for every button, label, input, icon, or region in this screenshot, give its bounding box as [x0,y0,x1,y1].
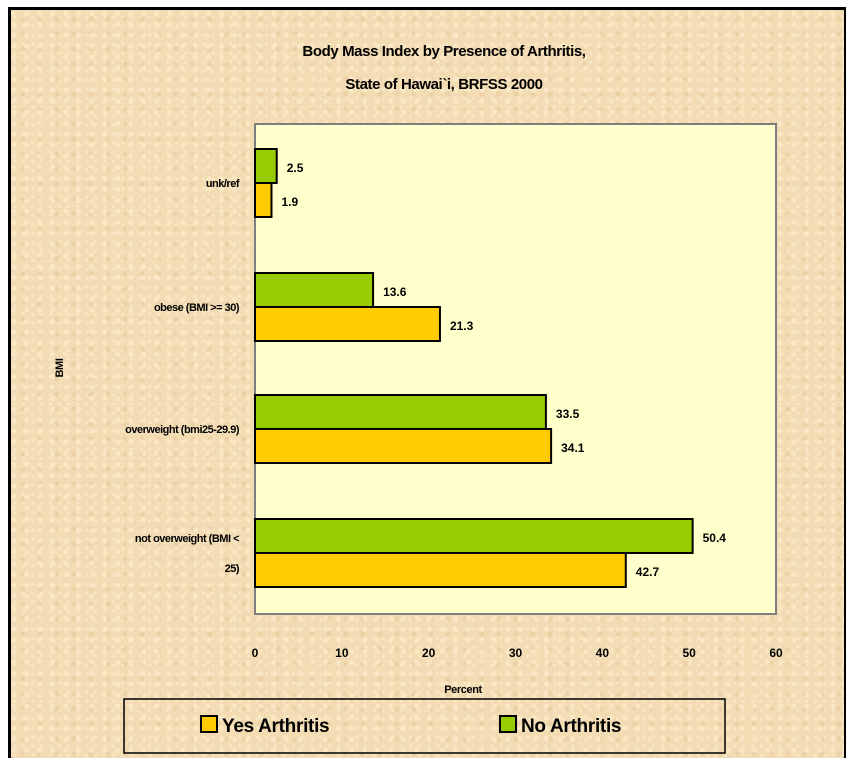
bar-no-arthritis [254,394,547,430]
legend-swatch [200,715,218,733]
category-label: obese (BMI >= 30) [154,302,240,314]
chart-frame: Body Mass Index by Presence of Arthritis… [8,7,846,758]
legend-swatch [499,715,517,733]
legend-label: Yes Arthritis [222,716,329,737]
legend: Yes Arthritis No Arthritis [123,698,726,754]
data-label: 42.7 [636,565,660,579]
bar-yes-arthritis [254,428,553,464]
data-label: 33.5 [556,407,580,421]
bar-chart: Body Mass Index by Presence of Arthritis… [54,43,783,754]
chart-title-line: Body Mass Index by Presence of Arthritis… [302,43,585,60]
bar-no-arthritis [254,272,375,308]
category-label: unk/ref [206,178,240,190]
data-label: 34.1 [561,441,585,455]
x-tick-label: 0 [252,646,259,660]
category-label: 25) [225,563,240,575]
legend-label: No Arthritis [521,716,621,737]
x-axis-label: Percent [444,684,482,696]
chart-title-line: State of Hawai`i, BRFSS 2000 [345,76,542,93]
data-label: 2.5 [287,161,304,175]
bar-yes-arthritis [254,306,441,342]
bar-yes-arthritis [254,552,627,588]
bar-yes-arthritis [254,182,273,218]
x-tick-label: 60 [769,646,783,660]
data-label: 50.4 [703,531,727,545]
bar-no-arthritis [254,518,694,554]
y-axis-label: BMI [54,358,66,377]
legend-box [123,698,726,754]
x-tick-label: 40 [596,646,610,660]
x-tick-label: 10 [335,646,349,660]
x-tick-label: 20 [422,646,436,660]
x-tick-label: 50 [682,646,696,660]
category-label: overweight (bmi25-29.9) [125,424,240,436]
data-label: 21.3 [450,319,474,333]
x-tick-label: 30 [509,646,523,660]
bar-no-arthritis [254,148,278,184]
data-label: 1.9 [281,195,298,209]
category-label: not overweight (BMI < [135,533,239,545]
data-label: 13.6 [383,285,407,299]
